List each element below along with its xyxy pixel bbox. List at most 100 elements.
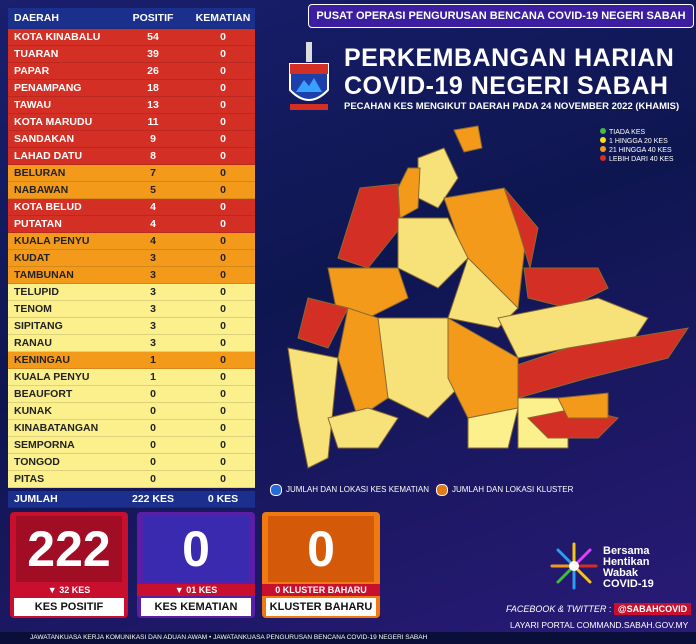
table-row: LAHAD DATU 8 0: [8, 148, 255, 165]
cell-number: 0: [220, 405, 226, 417]
cell-number: 0: [150, 456, 156, 468]
cell-number: 18: [147, 82, 159, 94]
legend-entry: TIADA KES: [600, 128, 645, 136]
cell-number: 0: [220, 82, 226, 94]
cell-number: 0: [220, 116, 226, 128]
cell-number: 0: [220, 65, 226, 77]
cell-number: 0: [220, 303, 226, 315]
state-crest: [289, 42, 329, 110]
district-name: KOTA KINABALU: [14, 31, 101, 43]
table-row: PITAS 0 0: [8, 471, 255, 488]
cell-number: 0: [220, 337, 226, 349]
total-cell: 0 KES: [207, 493, 239, 505]
total-row: JUMLAH 222 KES 0 KES: [8, 491, 255, 508]
marker-label: JUMLAH DAN LOKASI KLUSTER: [452, 485, 574, 495]
table-row: SANDAKAN 9 0: [8, 131, 255, 148]
summary-change: 0 KLUSTER BAHARU: [262, 584, 380, 596]
footer: JAWATANKUASA KERJA KOMUNIKASI DAN ADUAN …: [0, 632, 696, 644]
summary-label: KES POSITIF: [14, 598, 124, 616]
district-name: SIPITANG: [14, 320, 63, 332]
cell-number: 0: [220, 439, 226, 451]
table-row: KENINGAU 1 0: [8, 352, 255, 369]
district-name: TAMBUNAN: [14, 269, 74, 281]
cell-number: 0: [220, 354, 226, 366]
district-name: KENINGAU: [14, 354, 71, 366]
table-row: BEAUFORT 0 0: [8, 386, 255, 403]
cell-number: 0: [220, 252, 226, 264]
column-header: KEMATIAN: [195, 12, 251, 24]
portal-label: LAYARI PORTAL: [510, 620, 575, 630]
summary-change: ▼ 32 KES: [47, 585, 91, 595]
cell-number: 0: [150, 405, 156, 417]
district-name: KOTA BELUD: [14, 201, 82, 213]
cell-number: 8: [150, 150, 156, 162]
campaign-line: COVID-19: [603, 578, 654, 590]
column-header: POSITIF: [132, 12, 174, 24]
table-row: SIPITANG 3 0: [8, 318, 255, 335]
legend-label: 21 HINGGA 40 KES: [609, 147, 672, 154]
campaign-logo: [550, 542, 598, 590]
cell-number: 3: [150, 269, 156, 281]
marker-legend: JUMLAH DAN LOKASI KES KEMATIAN: [270, 484, 429, 496]
cell-number: 7: [150, 167, 156, 179]
cell-number: 3: [150, 320, 156, 332]
district-name: RANAU: [14, 337, 52, 349]
sabah-map: [287, 125, 690, 469]
social-handle[interactable]: @SABAHCOVID: [613, 603, 692, 615]
cell-number: 11: [147, 116, 159, 128]
cell-number: 0: [220, 371, 226, 383]
district-name: KUNAK: [14, 405, 52, 417]
district-name: SANDAKAN: [14, 133, 75, 145]
cell-number: 0: [220, 388, 226, 400]
district-name: PAPAR: [14, 65, 50, 77]
cell-number: 0: [220, 269, 226, 281]
cell-number: 26: [147, 65, 159, 77]
cell-number: 0: [220, 473, 226, 485]
district-name: KUALA PENYU: [14, 371, 90, 383]
total-cell: JUMLAH: [14, 493, 58, 505]
cell-number: 0: [220, 201, 226, 213]
marker-label: JUMLAH DAN LOKASI KES KEMATIAN: [286, 485, 429, 495]
title-line: COVID-19 NEGERI SABAH: [344, 72, 669, 100]
cell-number: 3: [150, 303, 156, 315]
district-name: KUALA PENYU: [14, 235, 90, 247]
table-header: DAERAH POSITIF KEMATIAN: [8, 8, 255, 29]
cell-number: 0: [220, 167, 226, 179]
campaign-line: Hentikan: [603, 556, 650, 568]
portal-link[interactable]: COMMAND.SABAH.GOV.MY: [576, 620, 689, 630]
banner: PUSAT OPERASI PENGURUSAN BENCANA COVID-1…: [308, 4, 694, 28]
table-row: KINABATANGAN 0 0: [8, 420, 255, 437]
summary-number: 0: [143, 516, 249, 582]
table-row: NABAWAN 5 0: [8, 182, 255, 199]
cell-number: 1: [150, 354, 156, 366]
cell-number: 0: [150, 473, 156, 485]
district-name: TONGOD: [14, 456, 60, 468]
table-row: BELURAN 7 0: [8, 165, 255, 182]
cell-number: 54: [147, 31, 159, 43]
cell-number: 0: [150, 439, 156, 451]
table-row: KOTA KINABALU 54 0: [8, 29, 255, 46]
social-label: FACEBOOK & TWITTER: [506, 604, 607, 614]
cell-number: 4: [150, 218, 156, 230]
cell-number: 4: [150, 235, 156, 247]
table-row: PENAMPANG 18 0: [8, 80, 255, 97]
table-row: TAMBUNAN 3 0: [8, 267, 255, 284]
table-row: TAWAU 13 0: [8, 97, 255, 114]
district-name: LAHAD DATU: [14, 150, 83, 162]
cell-number: 0: [220, 320, 226, 332]
cell-number: 0: [220, 48, 226, 60]
district-name: TAWAU: [14, 99, 52, 111]
table-row: KUDAT 3 0: [8, 250, 255, 267]
table-row: SEMPORNA 0 0: [8, 437, 255, 454]
legend-entry: LEBIH DARI 40 KES: [600, 155, 674, 163]
district-name: NABAWAN: [14, 184, 69, 196]
campaign-text: Bersama Hentikan Wabak COVID-19: [603, 546, 654, 590]
total-cell: 222 KES: [131, 493, 175, 505]
district-name: TELUPID: [14, 286, 59, 298]
summary-label: KES KEMATIAN: [141, 598, 251, 616]
marker-legend: JUMLAH DAN LOKASI KLUSTER: [436, 484, 573, 496]
legend-label: LEBIH DARI 40 KES: [609, 156, 674, 163]
cell-number: 0: [150, 422, 156, 434]
summary-number: 0: [268, 516, 374, 582]
district-name: PUTATAN: [14, 218, 62, 230]
